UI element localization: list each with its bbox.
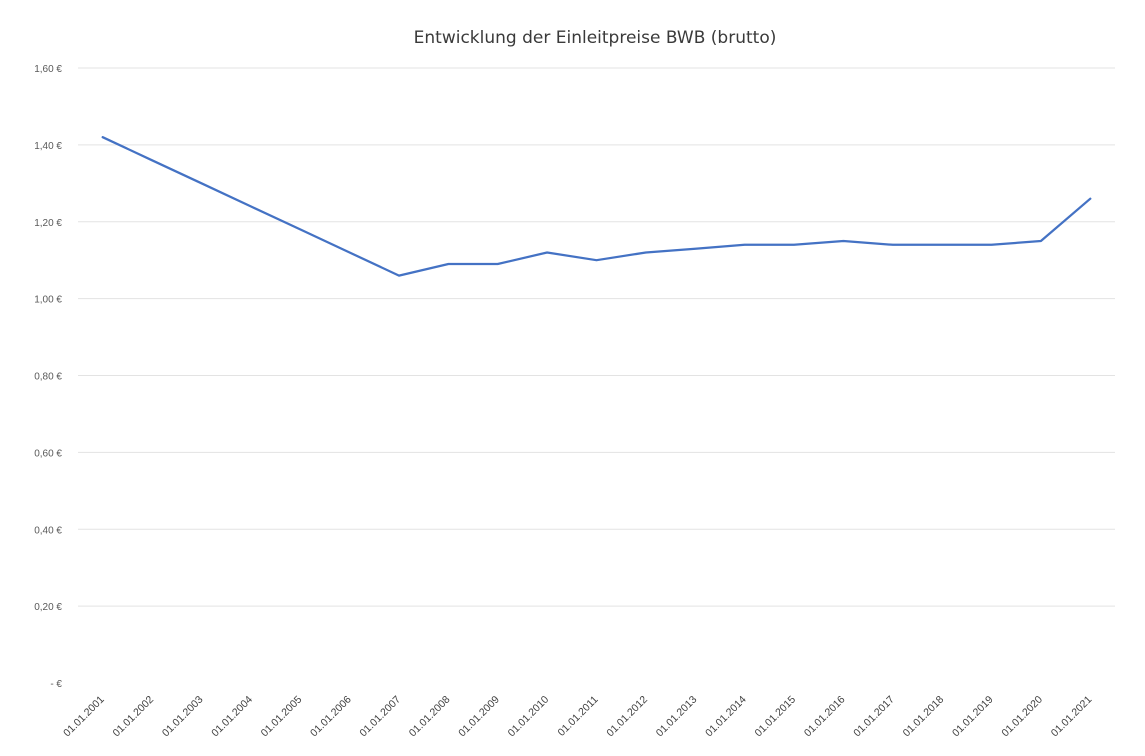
x-tick-label: 01.01.2008 xyxy=(407,694,453,740)
x-tick-label: 01.01.2007 xyxy=(357,694,403,740)
x-tick-label: 01.01.2006 xyxy=(308,694,354,740)
y-tick-label: 0,60 € xyxy=(34,448,62,459)
series-layer xyxy=(101,136,1092,277)
x-tick-label: 01.01.2011 xyxy=(556,694,601,739)
y-axis-ticks: 1,60 € 1,40 € 1,20 € 1,00 € 0,80 € 0,60 € 0,40… xyxy=(34,64,62,690)
y-tick-label: 0,80 € xyxy=(34,372,62,383)
x-tick-label: 01.01.2013 xyxy=(654,694,700,740)
x-tick-label: 01.01.2016 xyxy=(802,694,848,740)
y-tick-label: 1,00 € xyxy=(34,295,62,306)
x-tick-label: 01.01.2010 xyxy=(506,694,552,740)
x-tick-label: 01.01.2018 xyxy=(901,694,947,740)
x-tick-label: 01.01.2014 xyxy=(703,694,749,740)
x-tick-label: 01.01.2002 xyxy=(111,694,157,740)
chart-title: Entwicklung der Einleitpreise BWB (brutt… xyxy=(413,28,777,48)
x-tick-label: 01.01.2012 xyxy=(604,694,650,740)
y-tick-label: 0,40 € xyxy=(34,525,62,536)
y-tick-label: - € xyxy=(50,679,62,690)
y-tick-label: 1,40 € xyxy=(34,141,62,152)
x-tick-label: 01.01.2015 xyxy=(752,694,798,740)
x-tick-label: 01.01.2019 xyxy=(950,694,996,740)
x-tick-label: 01.01.2021 xyxy=(1049,694,1095,740)
y-tick-label: 0,20 € xyxy=(34,602,62,613)
y-tick-label: 1,60 € xyxy=(34,64,62,75)
x-axis-ticks: 01.01.2001 01.01.2002 01.01.2003 01.01.2004… xyxy=(61,694,1094,740)
x-tick-label: 01.01.2017 xyxy=(851,694,897,740)
gridlines xyxy=(78,67,1115,607)
x-tick-label: 01.01.2001 xyxy=(61,694,107,740)
x-tick-label: 01.01.2009 xyxy=(456,694,502,740)
x-tick-label: 01.01.2020 xyxy=(999,694,1045,740)
x-tick-label: 01.01.2004 xyxy=(209,694,255,740)
y-tick-label: 1,20 € xyxy=(34,218,62,229)
x-tick-label: 01.01.2005 xyxy=(259,694,305,740)
series-line xyxy=(101,136,1092,277)
x-tick-label: 01.01.2003 xyxy=(160,694,206,740)
